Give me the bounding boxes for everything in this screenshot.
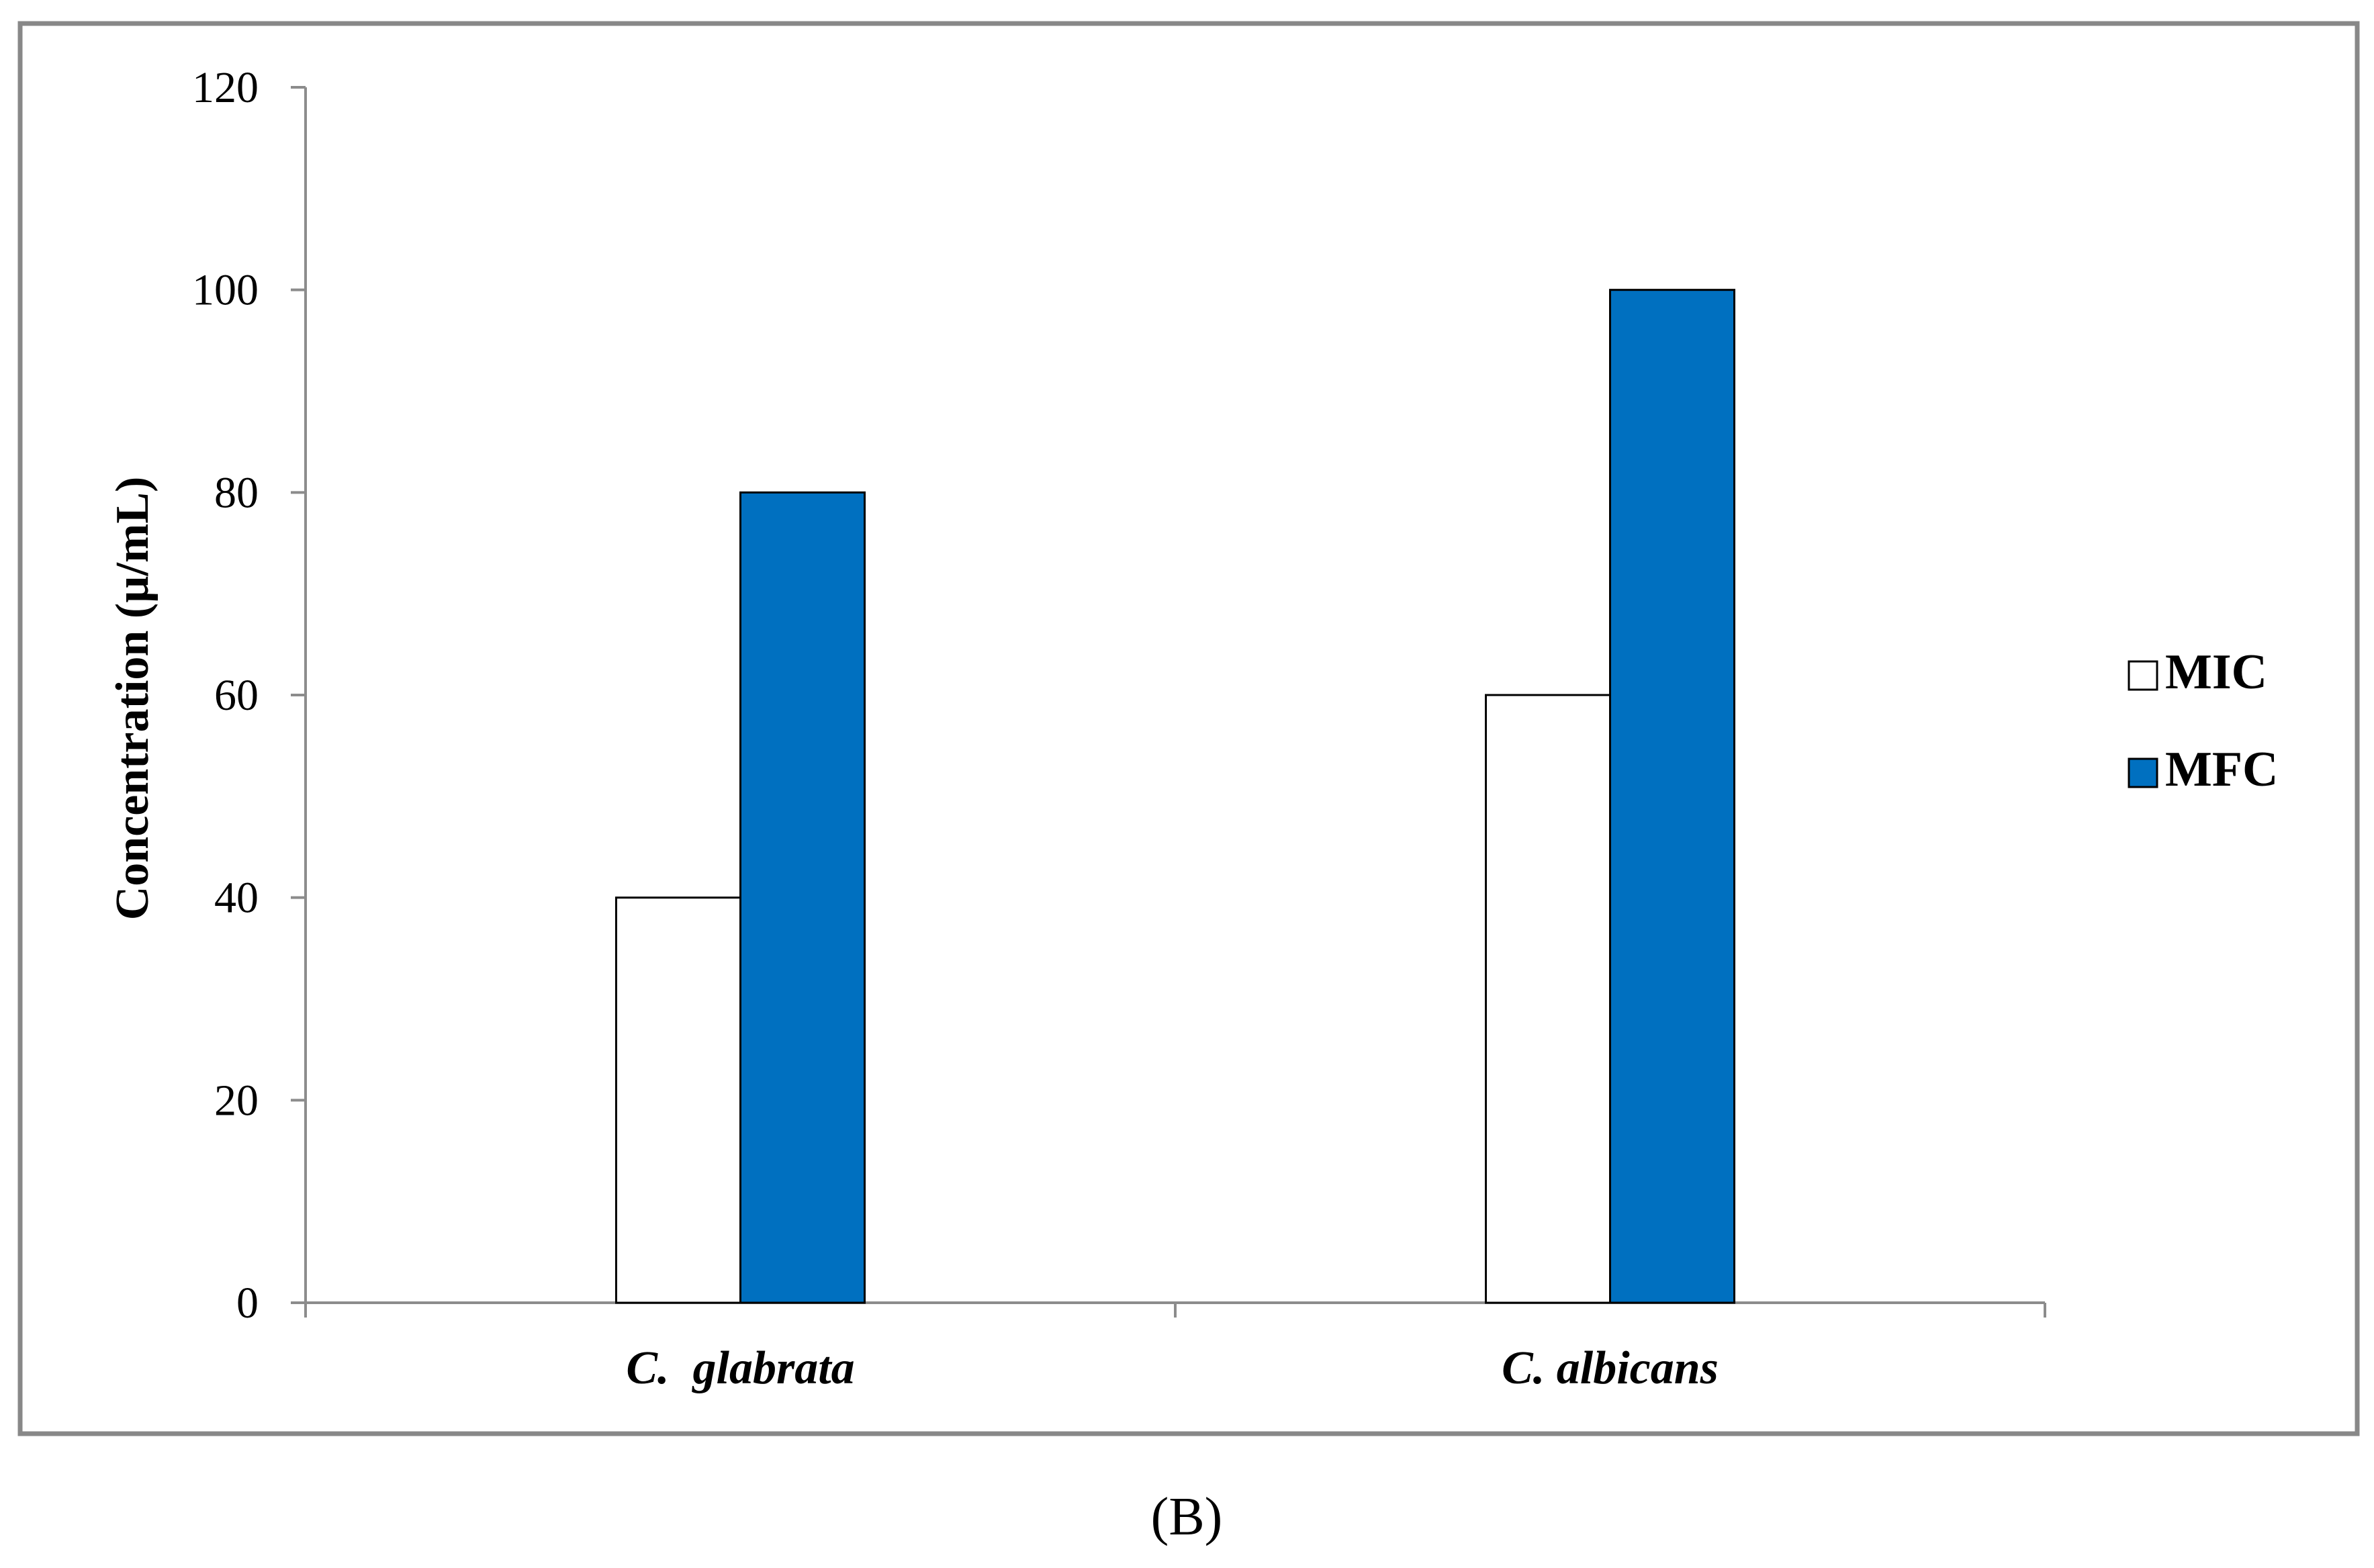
chart-frame [17, 21, 2360, 1436]
y-tick-label: 120 [192, 63, 259, 112]
legend: MIC MFC [2128, 645, 2279, 797]
plot-area: 0 20 40 60 80 100 120 C. glabrata C. albicans [192, 63, 2046, 1394]
legend-swatch-mic [2128, 660, 2158, 691]
y-tick-label: 40 [214, 874, 259, 923]
y-tick-label: 20 [214, 1076, 259, 1125]
y-tick-label: 0 [236, 1279, 259, 1328]
y-axis-label: Concentration (µ/mL) [107, 477, 158, 921]
bar-mic-1 [1485, 694, 1611, 1304]
x-category-label: C. glabrata [626, 1342, 854, 1394]
bar-mic-0 [615, 896, 741, 1304]
y-tick-label: 80 [214, 468, 259, 517]
y-tick-label: 100 [192, 266, 259, 315]
bar-mfc-0 [739, 491, 866, 1304]
x-category-label: C. albicans [1502, 1342, 1719, 1394]
y-tick-label: 60 [214, 671, 259, 720]
figure-caption: (B) [1151, 1487, 1223, 1547]
legend-label-mic: MIC [2165, 645, 2267, 700]
legend-label-mfc: MFC [2165, 742, 2279, 797]
legend-swatch-mfc [2128, 757, 2158, 788]
bar-mfc-1 [1609, 289, 1735, 1304]
